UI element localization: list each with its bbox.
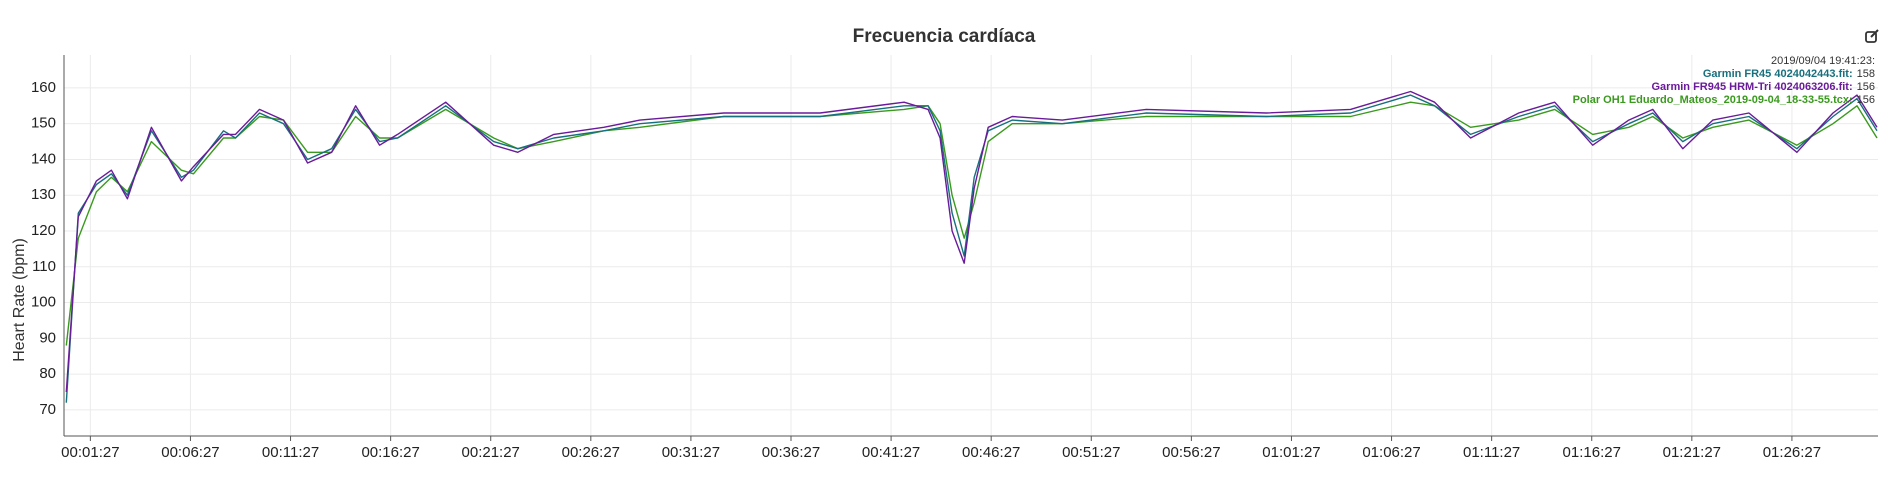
x-tick-label: 00:41:27 [862,444,920,461]
x-tick-label: 00:11:27 [262,444,319,461]
x-tick-label: 01:21:27 [1663,444,1721,461]
edit-icon[interactable] [1865,29,1879,43]
x-tick-label: 01:16:27 [1563,444,1621,461]
x-tick-label: 00:36:27 [762,444,820,461]
legend-value: 156 [1857,94,1875,106]
grid: 70 80 90 100 110 120 130 140 150 160 00:01:27 00:06… [31,55,1878,461]
series-line [65,101,1878,346]
y-tick-label: 90 [39,329,56,346]
y-tick-label: 80 [39,365,56,382]
x-tick-label: 00:31:27 [662,444,720,461]
x-tick-label: 00:16:27 [361,444,419,461]
y-tick-label: 110 [32,258,56,275]
x-tick-label: 00:56:27 [1162,444,1220,461]
x-tick-label: 00:51:27 [1062,444,1120,461]
y-tick-label: 160 [31,79,56,96]
x-tick-label: 01:06:27 [1362,444,1420,461]
y-axis-label: Heart Rate (bpm) [11,238,28,362]
legend-value: 156 [1857,81,1875,93]
y-tick-label: 140 [31,150,56,167]
y-tick-label: 150 [31,115,56,132]
hover-legend: 2019/09/04 19:41:23: Garmin FR45 4024042… [1573,55,1875,106]
chart-title: Frecuencia cardíaca [853,26,1036,47]
x-tick-label: 00:46:27 [962,444,1020,461]
legend-name: Garmin FR945 HRM-Tri 4024063206.fit: [1652,81,1853,93]
legend-name: Garmin FR45 4024042443.fit: [1703,68,1853,80]
x-tick-label: 00:21:27 [462,444,520,461]
y-tick-label: 100 [31,294,56,311]
legend-entry: Garmin FR45 4024042443.fit: 158 [1703,68,1875,80]
y-tick-label: 70 [39,401,56,418]
x-tick-label: 01:01:27 [1262,444,1320,461]
lines [65,90,1878,403]
legend-value: 158 [1857,68,1875,80]
x-tick-label: 01:11:27 [1463,444,1520,461]
series-line [65,90,1878,393]
legend-entry: Garmin FR945 HRM-Tri 4024063206.fit: 156 [1652,81,1876,93]
legend-entry: Polar OH1 Eduardo_Mateos_2019-09-04_18-3… [1573,94,1875,106]
x-tick-label: 01:26:27 [1763,444,1821,461]
y-tick-label: 120 [31,222,56,239]
hover-time: 2019/09/04 19:41:23: [1771,55,1875,67]
x-tick-label: 00:01:27 [61,444,119,461]
y-tick-label: 130 [31,186,56,203]
x-tick-label: 00:06:27 [161,444,219,461]
x-tick-label: 00:26:27 [562,444,620,461]
legend-name: Polar OH1 Eduardo_Mateos_2019-09-04_18-3… [1573,94,1853,106]
